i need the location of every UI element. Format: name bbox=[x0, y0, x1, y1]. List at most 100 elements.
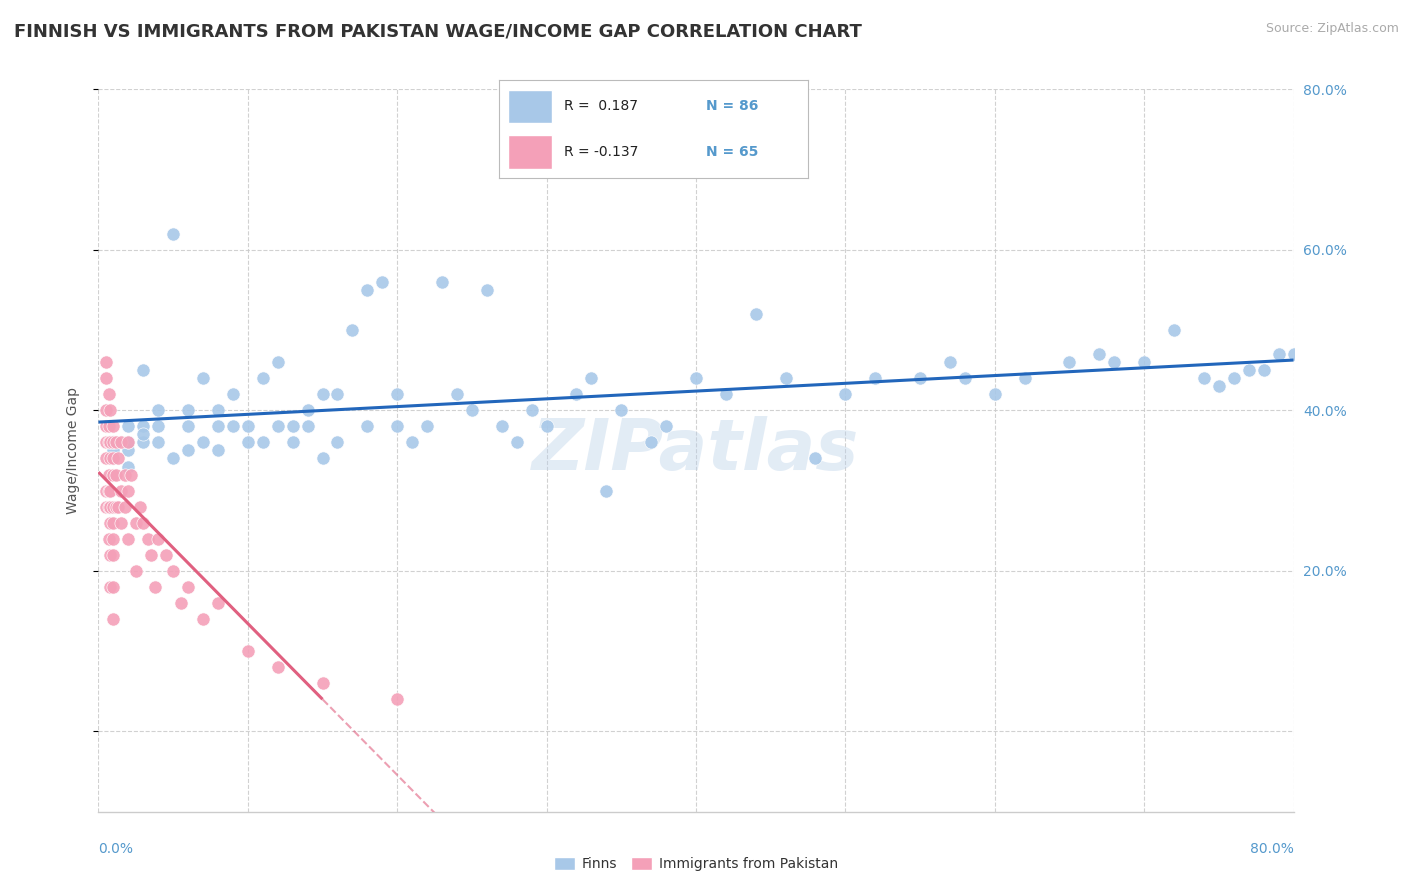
Point bbox=[98, 483, 122, 498]
Point bbox=[105, 435, 128, 450]
Point bbox=[129, 500, 152, 514]
Point bbox=[148, 532, 170, 546]
Point bbox=[953, 371, 976, 385]
Point bbox=[191, 435, 214, 450]
Point bbox=[267, 660, 290, 674]
Point bbox=[565, 387, 588, 401]
Point bbox=[103, 532, 125, 546]
Point bbox=[252, 371, 274, 385]
Point bbox=[162, 227, 184, 241]
Point bbox=[94, 371, 117, 385]
Point bbox=[97, 435, 120, 450]
Text: N = 86: N = 86 bbox=[706, 99, 759, 113]
Point bbox=[117, 443, 139, 458]
Point bbox=[1133, 355, 1156, 369]
Point bbox=[297, 403, 319, 417]
Point bbox=[1208, 379, 1230, 393]
Point bbox=[640, 435, 662, 450]
Point bbox=[98, 435, 122, 450]
Point bbox=[110, 483, 132, 498]
Point bbox=[94, 419, 117, 434]
Point bbox=[236, 419, 259, 434]
Point bbox=[1163, 323, 1185, 337]
Point bbox=[281, 435, 304, 450]
Text: 0.0%: 0.0% bbox=[98, 842, 134, 856]
Point bbox=[114, 467, 136, 482]
Text: 80.0%: 80.0% bbox=[1250, 842, 1294, 856]
Point bbox=[491, 419, 513, 434]
Point bbox=[98, 451, 122, 466]
Point bbox=[595, 483, 617, 498]
Point bbox=[297, 419, 319, 434]
Point bbox=[207, 403, 229, 417]
Point bbox=[162, 564, 184, 578]
Point bbox=[94, 355, 117, 369]
Point bbox=[804, 451, 827, 466]
Point bbox=[222, 387, 245, 401]
Point bbox=[834, 387, 856, 401]
Point bbox=[1282, 347, 1305, 361]
Point bbox=[97, 483, 120, 498]
Point bbox=[281, 419, 304, 434]
Point bbox=[1192, 371, 1215, 385]
Point bbox=[385, 419, 409, 434]
Point bbox=[177, 580, 200, 594]
Point bbox=[117, 459, 139, 474]
Text: R = -0.137: R = -0.137 bbox=[564, 145, 638, 159]
Point bbox=[103, 580, 125, 594]
Point bbox=[177, 443, 200, 458]
Point bbox=[169, 596, 191, 610]
Point bbox=[1088, 347, 1111, 361]
Point bbox=[1014, 371, 1036, 385]
Point bbox=[103, 467, 125, 482]
Point bbox=[132, 427, 155, 442]
Point bbox=[311, 451, 333, 466]
Point bbox=[132, 435, 155, 450]
Point bbox=[236, 644, 259, 658]
Point bbox=[461, 403, 484, 417]
Point bbox=[177, 403, 200, 417]
Point bbox=[98, 548, 122, 562]
Point bbox=[148, 419, 170, 434]
Point bbox=[475, 283, 498, 297]
Point bbox=[506, 435, 529, 450]
Point bbox=[342, 323, 364, 337]
Point bbox=[520, 403, 543, 417]
Point bbox=[117, 435, 139, 450]
Point bbox=[1237, 363, 1260, 377]
Text: R =  0.187: R = 0.187 bbox=[564, 99, 638, 113]
Point bbox=[103, 451, 125, 466]
Point bbox=[97, 500, 120, 514]
Point bbox=[1059, 355, 1081, 369]
Point bbox=[267, 419, 290, 434]
Point bbox=[117, 532, 139, 546]
Point bbox=[1104, 355, 1126, 369]
Point bbox=[401, 435, 423, 450]
Point bbox=[207, 419, 229, 434]
Point bbox=[97, 532, 120, 546]
Point bbox=[114, 500, 136, 514]
Point bbox=[143, 580, 166, 594]
Point bbox=[356, 419, 378, 434]
Point bbox=[385, 387, 409, 401]
Point bbox=[252, 435, 274, 450]
Point bbox=[107, 451, 129, 466]
Point bbox=[110, 516, 132, 530]
Point bbox=[236, 435, 259, 450]
Point bbox=[908, 371, 931, 385]
Point bbox=[685, 371, 707, 385]
Point bbox=[103, 451, 125, 466]
Point bbox=[385, 692, 409, 706]
Point bbox=[103, 500, 125, 514]
Point bbox=[416, 419, 439, 434]
Point bbox=[984, 387, 1007, 401]
Point bbox=[191, 612, 214, 626]
Point bbox=[1267, 347, 1289, 361]
Point bbox=[94, 500, 117, 514]
Point bbox=[107, 500, 129, 514]
Point bbox=[132, 363, 155, 377]
Point bbox=[148, 403, 170, 417]
Point bbox=[207, 443, 229, 458]
Point bbox=[939, 355, 962, 369]
Point bbox=[191, 371, 214, 385]
